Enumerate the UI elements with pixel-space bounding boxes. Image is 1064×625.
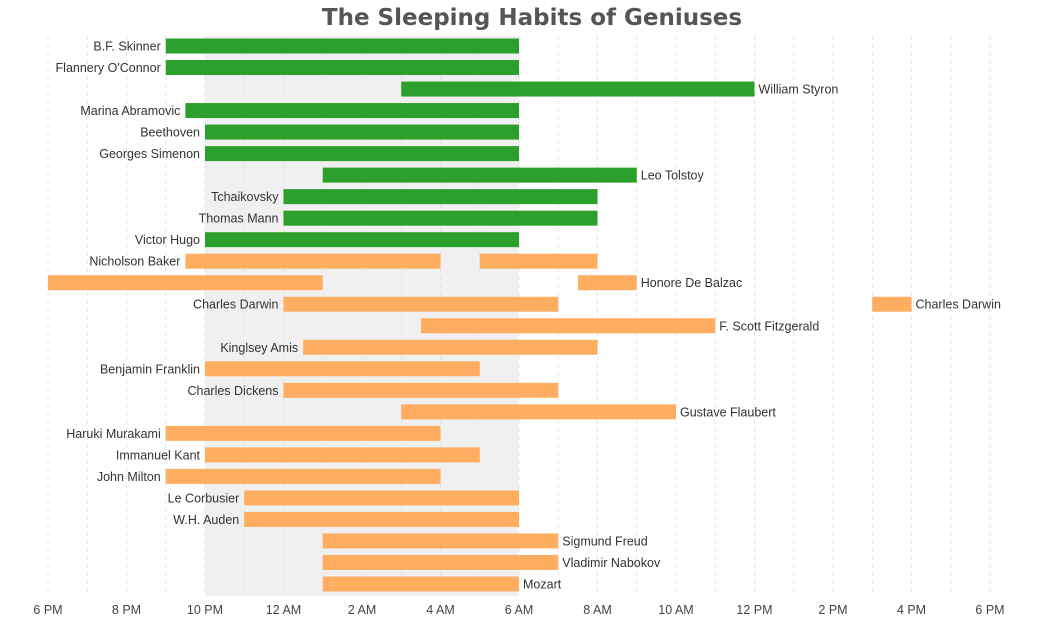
- sleep-bar: [322, 167, 637, 183]
- sleep-bar: [303, 339, 598, 355]
- sleep-bar: [283, 382, 559, 398]
- sleep-bar: [401, 81, 755, 97]
- x-tick-label: 10 AM: [658, 603, 693, 617]
- person-label: B.F. Skinner: [93, 40, 160, 54]
- person-label: Flannery O'Connor: [56, 61, 161, 75]
- sleep-bar: [165, 38, 519, 54]
- person-label: Marina Abramovic: [80, 104, 180, 118]
- sleep-bar: [165, 425, 441, 441]
- chart-title: The Sleeping Habits of Geniuses: [322, 5, 742, 31]
- sleep-bar: [165, 468, 441, 484]
- person-label: Beethoven: [140, 126, 200, 140]
- person-label: Vladimir Nabokov: [562, 556, 661, 570]
- person-label: Immanuel Kant: [116, 448, 201, 462]
- x-tick-label: 4 PM: [897, 603, 926, 617]
- x-tick-label: 12 PM: [736, 603, 772, 617]
- person-label: Mozart: [523, 578, 562, 592]
- x-tick-label: 10 PM: [187, 603, 223, 617]
- person-label: Victor Hugo: [135, 233, 200, 247]
- person-label: John Milton: [97, 470, 161, 484]
- person-label: Charles Darwin: [193, 298, 278, 312]
- sleep-bar: [577, 275, 637, 291]
- sleep-bar: [322, 576, 519, 592]
- sleep-bar: [283, 210, 598, 226]
- sleep-bar: [401, 404, 676, 420]
- x-tick-label: 4 AM: [426, 603, 455, 617]
- sleep-bar: [244, 511, 519, 527]
- sleep-bar: [205, 124, 519, 140]
- sleep-bar: [205, 146, 519, 162]
- sleep-bars: [48, 38, 912, 592]
- person-label: Le Corbusier: [168, 491, 240, 505]
- person-label: Kinglsey Amis: [220, 341, 298, 355]
- x-tick-label: 8 AM: [583, 603, 612, 617]
- person-label: Gustave Flaubert: [680, 405, 776, 419]
- person-label: Nicholson Baker: [89, 255, 180, 269]
- x-tick-label: 6 PM: [33, 603, 62, 617]
- sleep-bar: [244, 490, 519, 506]
- sleep-bar: [205, 447, 480, 463]
- sleep-bar: [322, 554, 559, 570]
- x-tick-label: 6 PM: [975, 603, 1004, 617]
- person-label: Benjamin Franklin: [100, 362, 200, 376]
- x-tick-label: 2 PM: [818, 603, 847, 617]
- person-label: Charles Dickens: [187, 384, 278, 398]
- person-label: Charles Darwin: [916, 298, 1001, 312]
- sleep-bar: [165, 60, 519, 76]
- sleep-bar: [479, 253, 598, 269]
- sleep-bar: [322, 533, 559, 549]
- sleep-bar: [185, 253, 441, 269]
- x-tick-label: 6 AM: [505, 603, 534, 617]
- person-label: Sigmund Freud: [562, 534, 648, 548]
- sleep-bar: [205, 232, 519, 248]
- person-label: Georges Simenon: [99, 147, 200, 161]
- person-labels: B.F. Skinner Flannery O'Connor William Sty…: [56, 40, 1001, 592]
- person-label: W.H. Auden: [173, 513, 239, 527]
- person-label: Tchaikovsky: [211, 190, 279, 204]
- sleep-bar: [420, 318, 716, 334]
- person-label: Leo Tolstoy: [641, 169, 705, 183]
- sleep-bar: [185, 103, 519, 119]
- x-axis-ticks: 6 PM 8 PM 10 PM 12 AM 2 AM 4 AM 6 AM 8 AM 10 AM 1…: [33, 603, 1004, 617]
- person-label: Honore De Balzac: [641, 276, 742, 290]
- person-label: F. Scott Fitzgerald: [719, 319, 819, 333]
- person-label: Thomas Mann: [199, 212, 279, 226]
- x-tick-label: 12 AM: [266, 603, 301, 617]
- sleep-bar: [283, 189, 598, 205]
- sleep-bar: [283, 296, 559, 312]
- sleep-bar: [48, 275, 323, 291]
- person-label: Haruki Murakami: [66, 427, 160, 441]
- sleep-bar: [205, 361, 480, 377]
- x-tick-label: 2 AM: [348, 603, 377, 617]
- x-tick-label: 8 PM: [112, 603, 141, 617]
- sleep-bar: [872, 296, 912, 312]
- person-label: William Styron: [759, 83, 839, 97]
